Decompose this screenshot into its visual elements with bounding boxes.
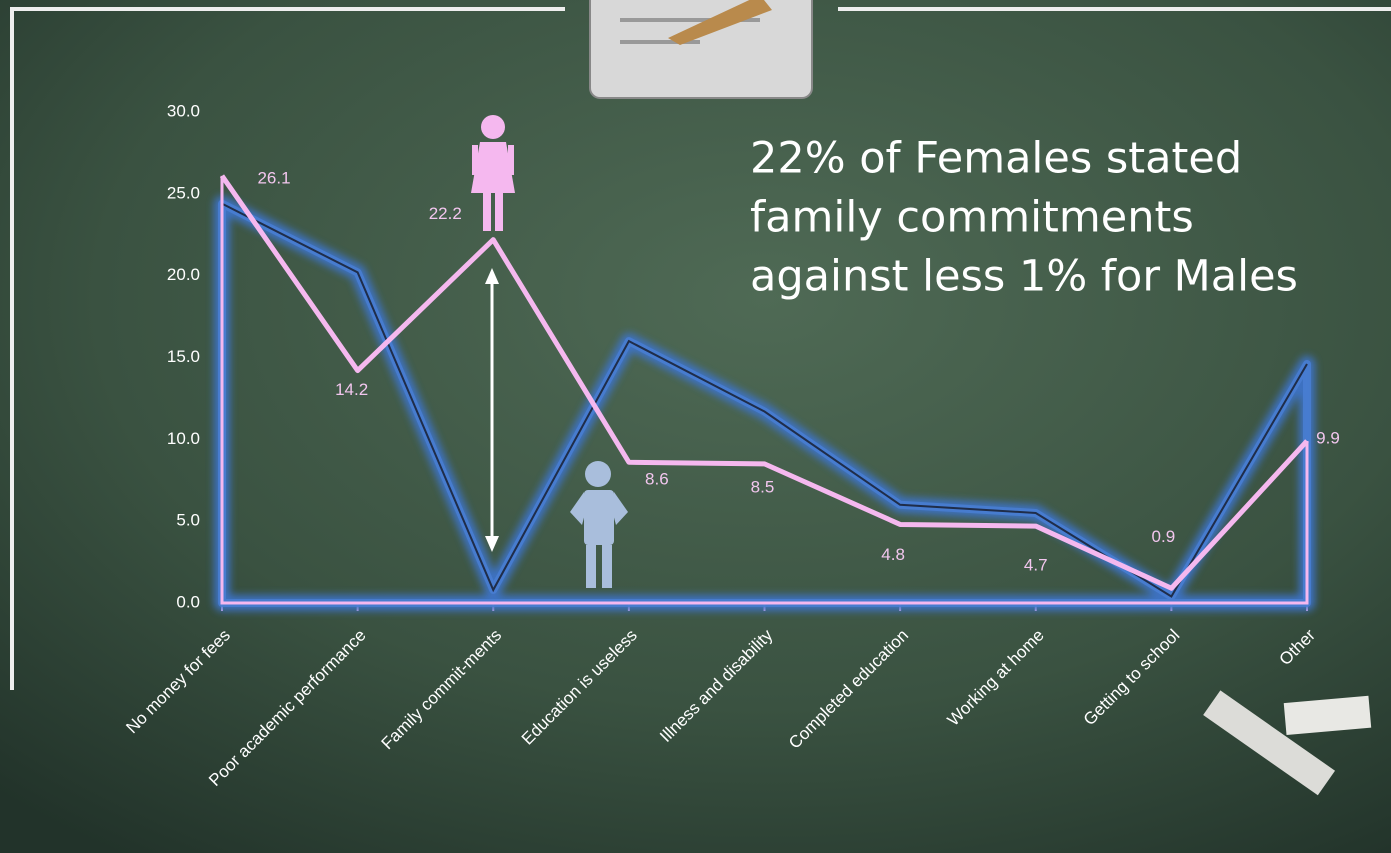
y-tick-label: 5.0 — [176, 511, 200, 530]
chalk-pieces — [1203, 690, 1372, 796]
data-label: 8.5 — [751, 477, 775, 496]
notepad-icon — [589, 0, 813, 99]
y-tick-label: 20.0 — [167, 265, 200, 284]
data-label: 22.2 — [429, 204, 462, 223]
annotation: 22% of Females stated — [750, 134, 1242, 184]
double-arrow — [485, 268, 499, 552]
y-tick-label: 0.0 — [176, 592, 200, 611]
annotation: family commitments — [750, 193, 1194, 243]
data-label: 4.7 — [1024, 556, 1048, 575]
data-label: 14.2 — [335, 380, 368, 399]
y-tick-label: 25.0 — [167, 183, 200, 202]
y-tick-label: 10.0 — [167, 429, 200, 448]
baseline — [220, 175, 1309, 605]
data-label: 26.1 — [257, 168, 290, 187]
y-tick-label: 30.0 — [167, 101, 200, 120]
male-icon — [570, 461, 628, 588]
frame — [10, 7, 1391, 690]
y-tick-label: 15.0 — [167, 347, 200, 366]
data-label: 9.9 — [1316, 428, 1340, 447]
female-icon — [471, 115, 515, 231]
data-label: 4.8 — [881, 545, 905, 564]
data-line — [219, 174, 1309, 591]
annotation: against less 1% for Males — [750, 252, 1298, 302]
data-label: 8.6 — [645, 470, 669, 489]
data-label: 0.9 — [1152, 527, 1176, 546]
